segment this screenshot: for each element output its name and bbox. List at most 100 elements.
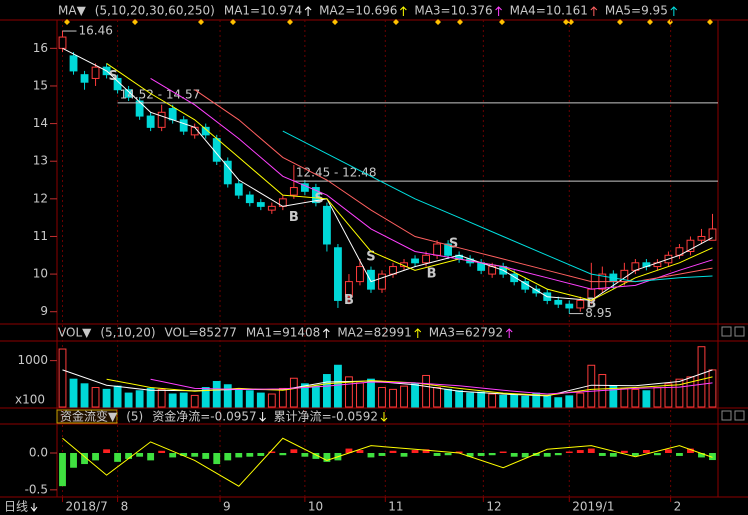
candle-body — [345, 281, 353, 298]
trend-arrow — [322, 328, 330, 338]
legend-text: VOL=85277 — [165, 326, 237, 340]
frame — [0, 19, 748, 498]
period-label[interactable]: 日线 — [4, 500, 28, 514]
candle-body — [433, 243, 441, 256]
y-tick-label: 1000 — [17, 353, 48, 367]
legend-text: MA3=10.376 — [414, 4, 492, 18]
legend-text: MA2=10.696 — [319, 4, 397, 18]
volume-bar — [102, 388, 111, 408]
candle-body — [157, 111, 166, 128]
volume-bar — [433, 387, 441, 408]
volume-bar — [201, 387, 210, 408]
flow-bar — [312, 453, 320, 459]
volume-bar — [245, 390, 254, 408]
x-tick-label: 11 — [388, 500, 403, 514]
legend-text: MA1=10.974 — [224, 4, 302, 18]
trend-arrow — [259, 412, 266, 422]
volume-bar — [124, 392, 133, 408]
flow-bar — [246, 453, 254, 457]
flow-bar — [709, 453, 716, 461]
x-tick-label: 9 — [223, 500, 231, 514]
candle-body — [135, 100, 144, 117]
candle-body — [179, 119, 188, 132]
flow-bar — [665, 449, 672, 453]
ma-line — [62, 437, 713, 487]
volume-bar — [334, 364, 342, 408]
candle-body — [256, 202, 265, 207]
volume-bar — [477, 391, 486, 408]
signal-marker: B — [586, 297, 596, 312]
indicator-params: (5) — [126, 410, 143, 424]
flow-bar — [323, 453, 331, 462]
volume-bar — [146, 387, 155, 408]
indicator-box[interactable] — [56, 409, 118, 424]
volume-bar — [488, 393, 497, 408]
trend-arrow — [495, 6, 502, 16]
volume-bar — [135, 390, 144, 408]
indicator-params: (5,10,20) — [100, 326, 155, 340]
indicator-menu[interactable]: 资金流变▼ — [60, 409, 118, 424]
volume-bar — [708, 369, 717, 408]
panel-button[interactable] — [734, 326, 745, 337]
extreme-label: 8.95 — [585, 306, 612, 320]
candle-body — [356, 266, 364, 283]
volume-bar — [543, 394, 552, 408]
candle-body — [201, 126, 210, 136]
flow-bar — [587, 448, 595, 453]
flow-bar — [92, 453, 99, 461]
legend-text: 资金净流=-0.0957 — [152, 409, 256, 424]
volume-bar — [378, 387, 386, 408]
candle-body — [245, 194, 254, 204]
flow-bar — [609, 453, 617, 457]
indicator-menu[interactable]: VOL▼ — [58, 326, 92, 340]
flow-bar — [598, 453, 606, 456]
flow-bar — [576, 450, 584, 453]
volume-bar — [367, 378, 375, 408]
panel-button[interactable] — [721, 326, 732, 337]
candle-body — [367, 269, 375, 290]
flow-bar — [422, 449, 430, 453]
y-tick-label: 12 — [33, 191, 48, 205]
flow-bar — [125, 453, 133, 459]
trend-arrow — [414, 328, 422, 338]
volume-bar — [91, 387, 100, 408]
volume-bar — [345, 376, 353, 408]
volume-bar — [278, 387, 287, 408]
ma-line — [62, 47, 713, 301]
flow-bar — [698, 453, 705, 458]
candle-body — [289, 187, 298, 196]
panel-button[interactable] — [721, 410, 732, 421]
indicator-menu[interactable]: MA▼ — [58, 4, 87, 18]
legend-text: MA1=91408 — [246, 326, 320, 340]
volume-bar — [664, 383, 673, 408]
flow-bar — [653, 453, 661, 456]
candle-body — [411, 258, 419, 264]
flow-bar — [455, 451, 463, 453]
flow-bar — [676, 453, 683, 456]
flow-bar — [433, 453, 441, 456]
flow-bar — [620, 450, 628, 453]
volume-bar — [422, 374, 430, 408]
volume-bar — [653, 387, 662, 408]
volume-bar — [620, 387, 629, 408]
extreme-label: 16.46 — [79, 24, 113, 38]
volume-bar — [311, 385, 320, 408]
volume-bar — [444, 388, 453, 408]
flow-bar — [235, 453, 243, 458]
volume-bar — [212, 380, 221, 408]
x-tick-label: 2018/7 — [66, 500, 108, 514]
panel-button[interactable] — [734, 410, 745, 421]
candle-body — [554, 299, 563, 305]
candle-body — [146, 115, 155, 128]
candle-body — [234, 183, 243, 196]
volume-bar — [631, 388, 640, 408]
y-tick-label: 0.0 — [29, 446, 48, 460]
candle-body — [223, 160, 232, 185]
flow-bar — [213, 453, 221, 465]
candle-body — [267, 205, 276, 211]
indicator-params: (5,10,20,30,60,250) — [95, 4, 215, 18]
flow-bar — [114, 453, 122, 462]
volume-bar — [267, 393, 276, 408]
flow-bar — [565, 451, 573, 453]
legend-text: MA5=9.95 — [605, 4, 668, 18]
